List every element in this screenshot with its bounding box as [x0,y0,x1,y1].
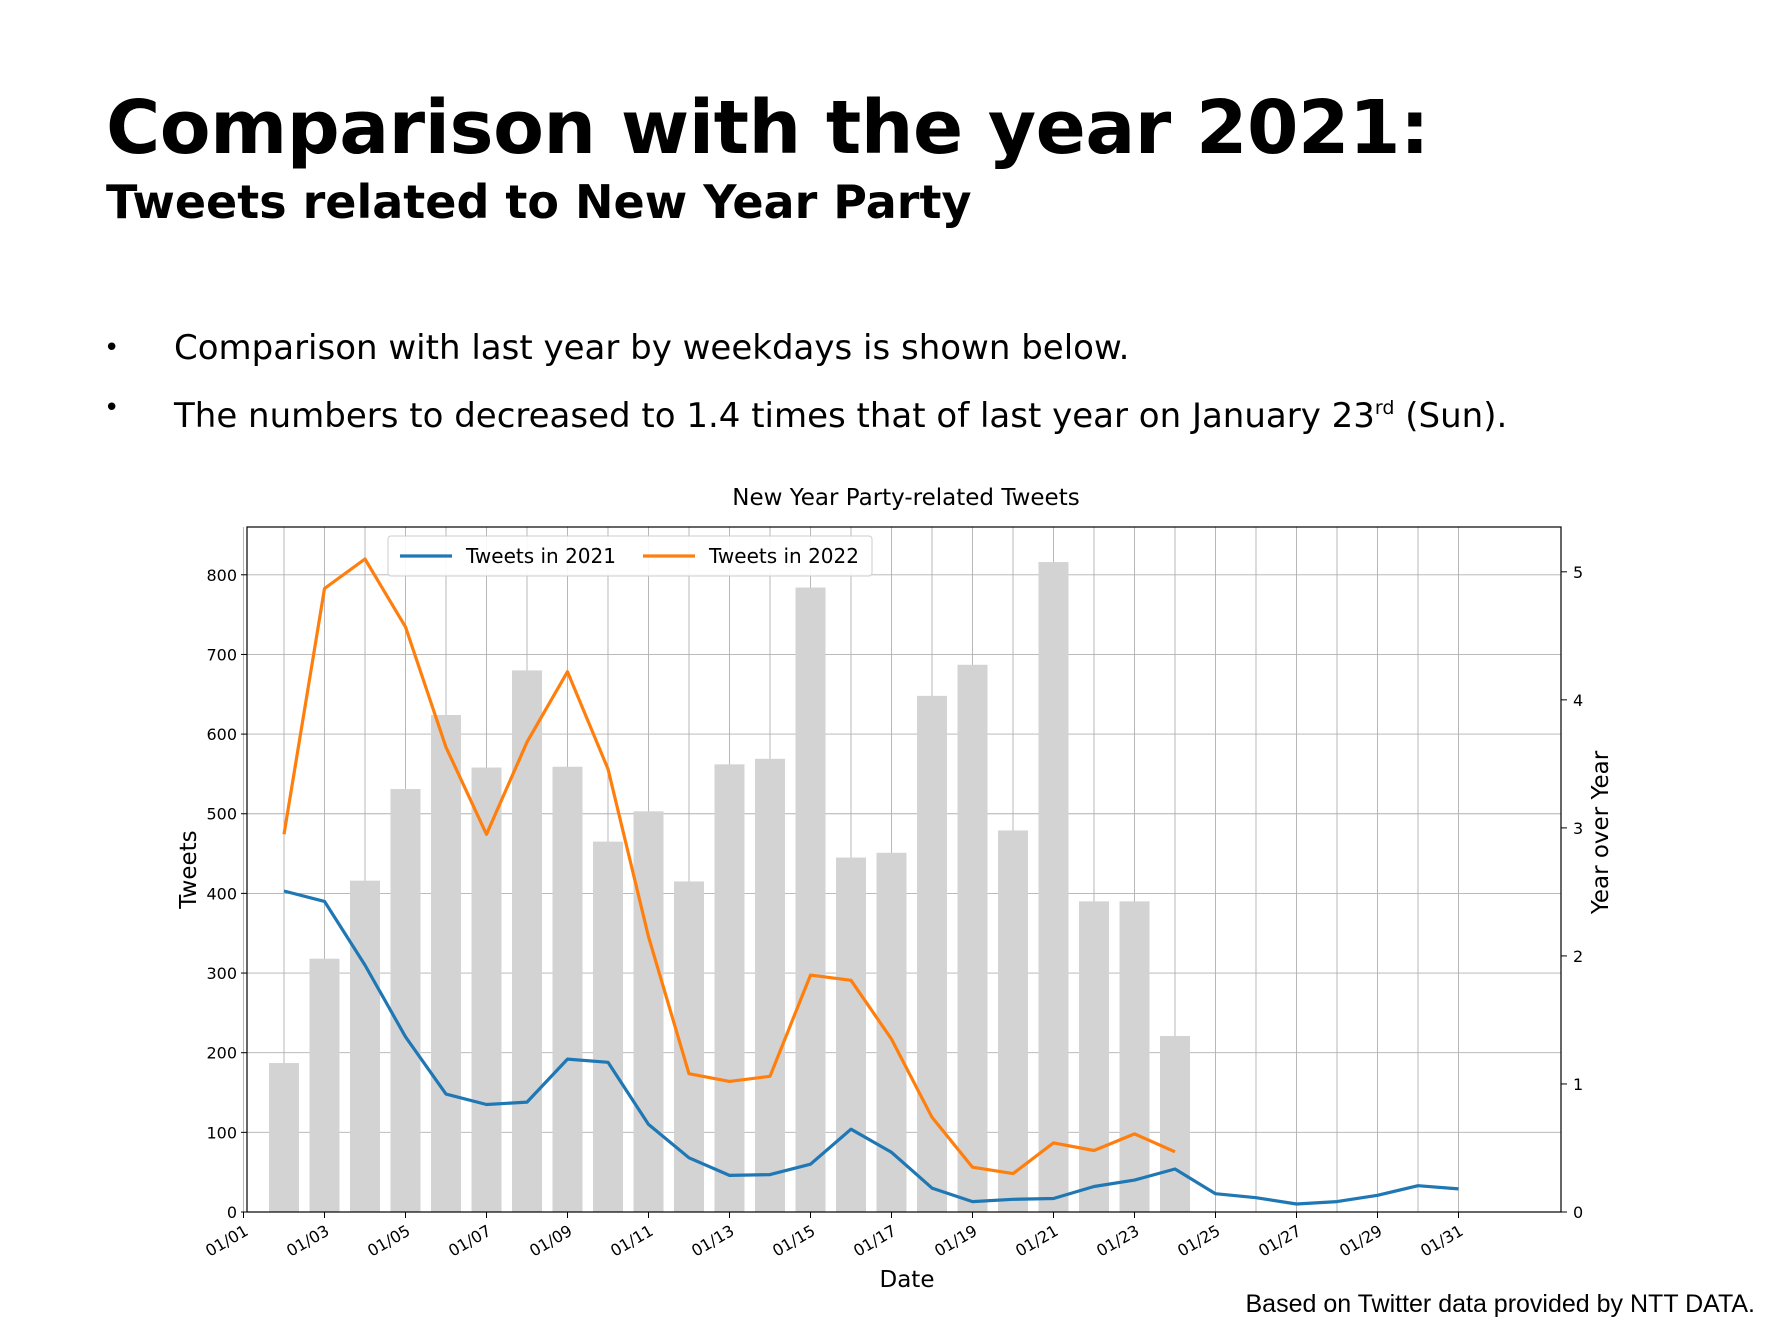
x-tick-label: 01/19 [931,1221,980,1261]
y2-tick-label: 2 [1573,947,1583,966]
bar [917,695,947,1212]
x-tick-label: 01/21 [1012,1221,1061,1261]
bullet-marker: • [104,333,120,363]
legend-box [387,535,873,577]
y-axis-label: Tweets [176,830,202,909]
bullet-marker: • [104,393,120,423]
x-tick-label: 01/09 [526,1221,575,1261]
bullet-superscript: rd [1374,397,1395,419]
y-tick-label: 200 [206,1044,237,1063]
x-tick-label: 01/07 [445,1221,494,1261]
y-tick-label: 600 [206,725,237,744]
bullet-text: The numbers to decreased to 1.4 times th… [174,378,1507,446]
bar [350,880,380,1212]
y2-tick-label: 0 [1573,1203,1583,1222]
bar [1119,901,1150,1212]
plot-frame [246,526,1562,1213]
legend-label-2022: Tweets in 2022 [708,544,859,568]
data-source-note: Based on Twitter data provided by NTT DA… [1245,1290,1756,1318]
bar [998,830,1028,1212]
y2-tick-label: 5 [1573,563,1583,582]
bar [957,664,988,1212]
y2-tick-label: 1 [1573,1075,1583,1094]
bar [714,764,745,1212]
bar [1160,1035,1190,1212]
bar [755,758,785,1212]
bar [593,841,623,1212]
y2-tick-label: 4 [1573,691,1583,710]
y-tick-label: 700 [206,645,237,664]
page-title: Comparison with the year 2021: [106,85,1430,171]
x-tick-label: 01/13 [688,1221,737,1261]
y2-tick-label: 3 [1573,819,1583,838]
y-tick-label: 400 [206,884,237,903]
x-tick-label: 01/27 [1255,1221,1304,1261]
bar [269,1063,299,1212]
bullet-text-tail: (Sun). [1394,396,1508,436]
bar [552,766,583,1212]
chart-title: New Year Party-related Tweets [732,485,1079,511]
series-line [283,889,1459,1206]
y-tick-label: 500 [206,805,237,824]
bar [1038,562,1069,1212]
bar [431,714,461,1212]
chart-container: 0 100 200 300 400 500 600 700 800 0 1 2 3 4 5 01/01 01/0… [0,470,1781,1320]
x-tick-label: 01/05 [364,1221,413,1261]
x-tick-label: 01/11 [607,1221,656,1261]
series-line [282,557,1176,1176]
bullet-text: Comparison with last year by weekdays is… [174,328,1130,368]
page-subtitle: Tweets related to New Year Party [106,175,972,229]
x-tick-label: 01/01 [202,1221,251,1261]
bar [836,857,866,1212]
bar [309,958,340,1212]
y-tick-label: 100 [206,1123,237,1142]
bullet-text-main: The numbers to decreased to 1.4 times th… [174,396,1375,436]
legend-label-2021: Tweets in 2021 [465,544,616,568]
bar [876,852,907,1212]
x-tick-label: 01/29 [1336,1221,1385,1261]
y-tick-label: 0 [227,1203,237,1222]
bar [795,587,826,1212]
x-axis-label: Date [880,1267,935,1293]
bar [633,811,664,1212]
x-tick-label: 01/15 [769,1221,818,1261]
bar [390,789,421,1212]
y-tick-label: 300 [206,964,237,983]
tweets-chart: 0 100 200 300 400 500 600 700 800 0 1 2 3 4 5 01/01 01/0… [176,485,1614,1293]
x-tick-label: 01/17 [850,1221,899,1261]
x-tick-label: 01/25 [1174,1221,1223,1261]
x-tick-label: 01/03 [283,1221,332,1261]
y-tick-label: 800 [206,566,237,585]
bar [471,767,502,1212]
bar [512,670,542,1212]
x-tick-label: 01/31 [1417,1221,1466,1261]
bar [1079,901,1109,1212]
y2-axis-label: Year over Year [1588,750,1614,915]
x-tick-label: 01/23 [1093,1221,1142,1261]
